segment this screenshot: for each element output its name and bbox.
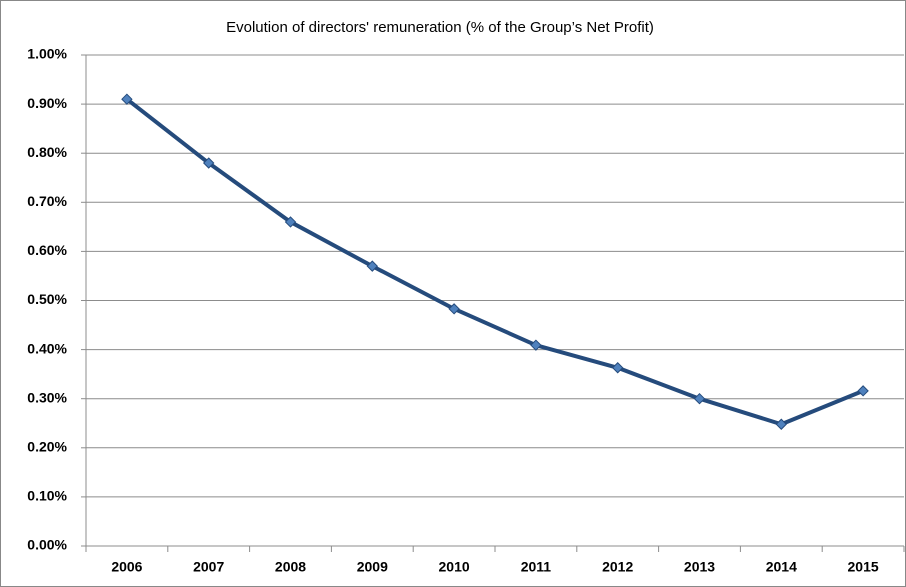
data-point <box>775 418 788 430</box>
y-tick-label: 0.70% <box>27 193 67 209</box>
data-point <box>857 385 869 397</box>
x-tick-label: 2015 <box>848 559 879 575</box>
x-tick-label: 2014 <box>766 559 797 575</box>
x-tick-label: 2012 <box>602 559 633 575</box>
data-point <box>611 362 624 374</box>
x-tick-label: 2009 <box>357 559 388 575</box>
x-tick-label: 2010 <box>439 559 470 575</box>
x-tick-label: 2007 <box>193 559 224 575</box>
y-tick-label: 0.00% <box>27 537 67 553</box>
x-tick-label: 2013 <box>684 559 715 575</box>
x-tick-label: 2006 <box>111 559 142 575</box>
data-point <box>448 303 460 315</box>
data-point <box>121 93 133 105</box>
data-point <box>202 157 215 169</box>
data-point <box>284 216 297 228</box>
y-tick-label: 1.00% <box>27 46 67 62</box>
y-tick-label: 0.50% <box>27 291 67 307</box>
x-tick-label: 2011 <box>521 559 552 575</box>
chart-title: Evolution of directors' remuneration (% … <box>226 19 654 36</box>
y-tick-label: 0.60% <box>27 242 67 258</box>
data-point <box>530 339 542 351</box>
y-tick-label: 0.20% <box>27 439 67 455</box>
data-point <box>693 392 706 405</box>
y-tick-label: 0.40% <box>27 340 67 356</box>
line-series <box>125 97 864 427</box>
y-tick-label: 0.30% <box>27 389 67 405</box>
y-tick-label: 0.10% <box>27 488 67 504</box>
data-point <box>366 260 379 272</box>
x-tick-label: 2008 <box>275 559 306 575</box>
y-tick-label: 0.90% <box>27 95 67 111</box>
y-tick-label: 0.80% <box>27 144 67 160</box>
